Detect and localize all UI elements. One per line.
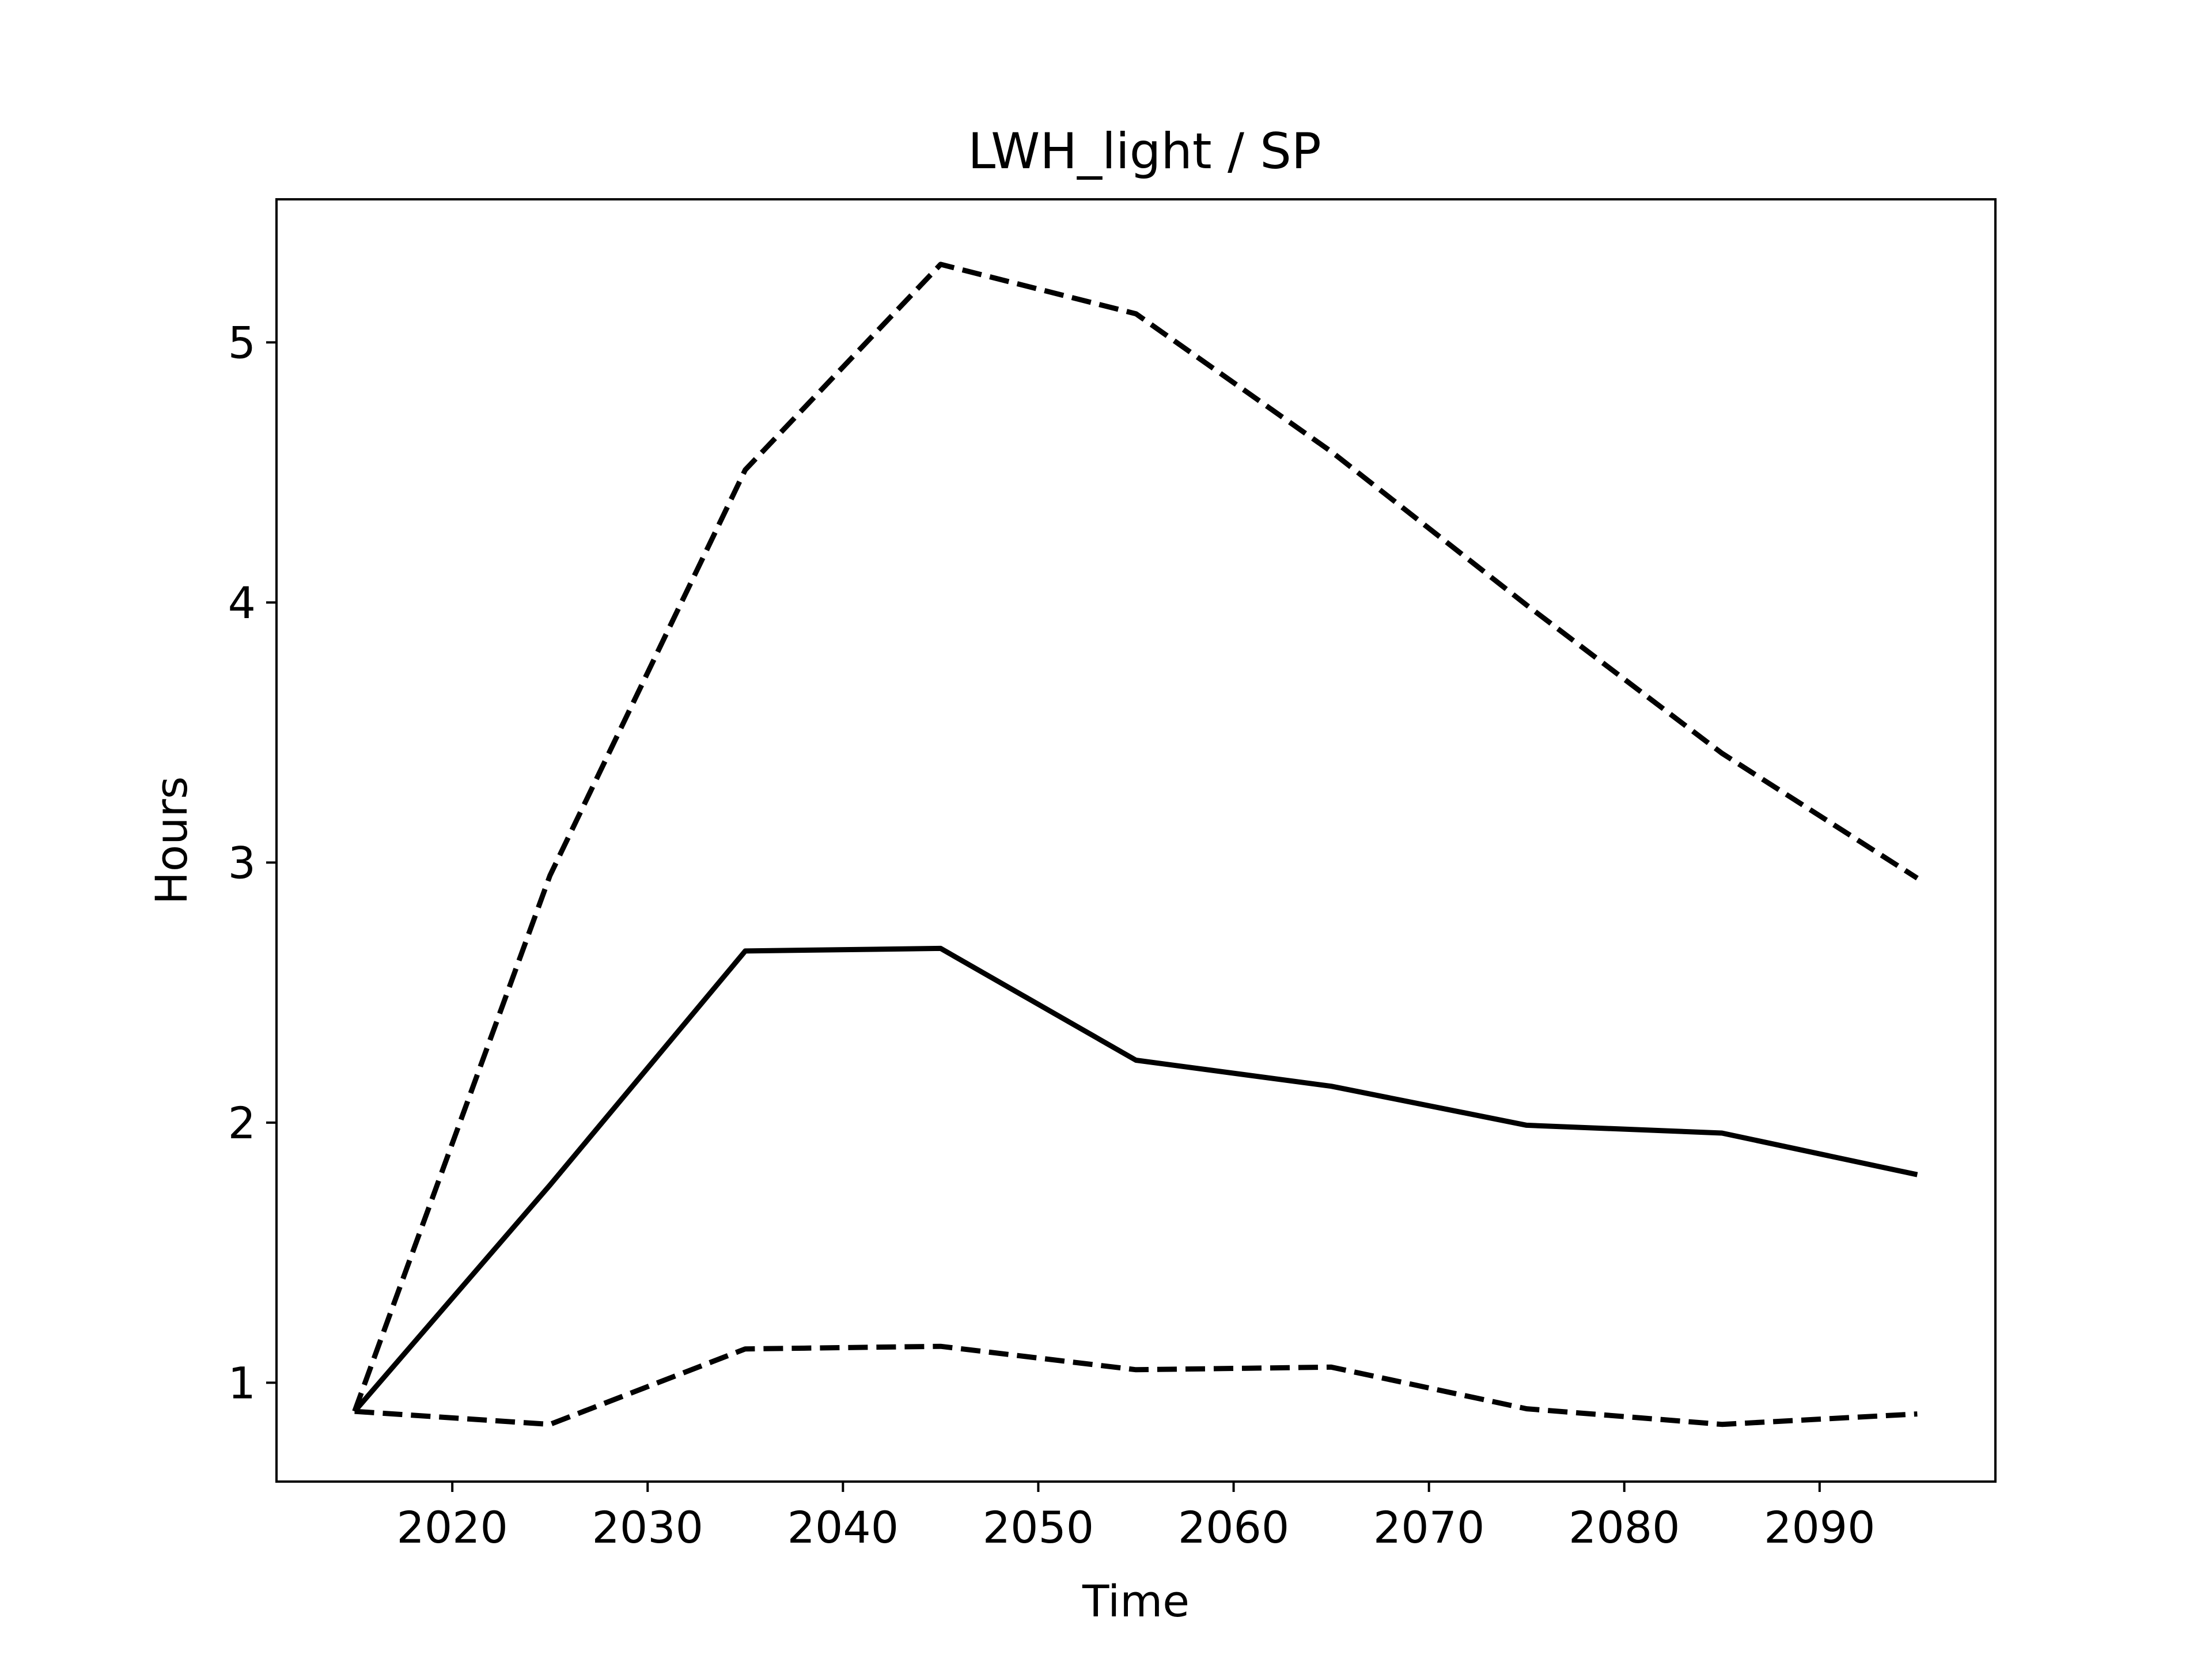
x-tick-label: 2060: [1178, 1502, 1289, 1553]
y-axis-label: Hours: [146, 777, 197, 905]
axes-frame: [275, 198, 1997, 1483]
chart-title: LWH_light / SP: [968, 123, 1321, 180]
series-lower-dashed-line: [354, 1343, 1918, 1427]
x-axis: 2020 2030 2040 2050 2060 2070 2080 2090: [396, 1482, 1876, 1553]
x-tick-label: 2030: [592, 1502, 703, 1553]
x-axis-label: Time: [1082, 1575, 1190, 1627]
series-median-solid-line: [353, 945, 1918, 1414]
series-upper-dashed-line: [352, 262, 1919, 1412]
y-tick-label: 1: [228, 1357, 256, 1408]
y-axis: 1 2 3 4 5: [228, 317, 276, 1408]
y-tick-label: 3: [228, 837, 256, 888]
x-tick-label: 2020: [396, 1502, 507, 1553]
x-tick-label: 2090: [1764, 1502, 1875, 1553]
plot-area: [352, 262, 1919, 1427]
y-tick-label: 5: [228, 317, 256, 368]
y-tick-label: 2: [228, 1097, 256, 1149]
y-tick-label: 4: [228, 577, 256, 628]
x-tick-label: 2050: [983, 1502, 1094, 1553]
x-tick-label: 2080: [1569, 1502, 1680, 1553]
x-tick-label: 2040: [787, 1502, 899, 1553]
x-tick-label: 2070: [1373, 1502, 1484, 1553]
